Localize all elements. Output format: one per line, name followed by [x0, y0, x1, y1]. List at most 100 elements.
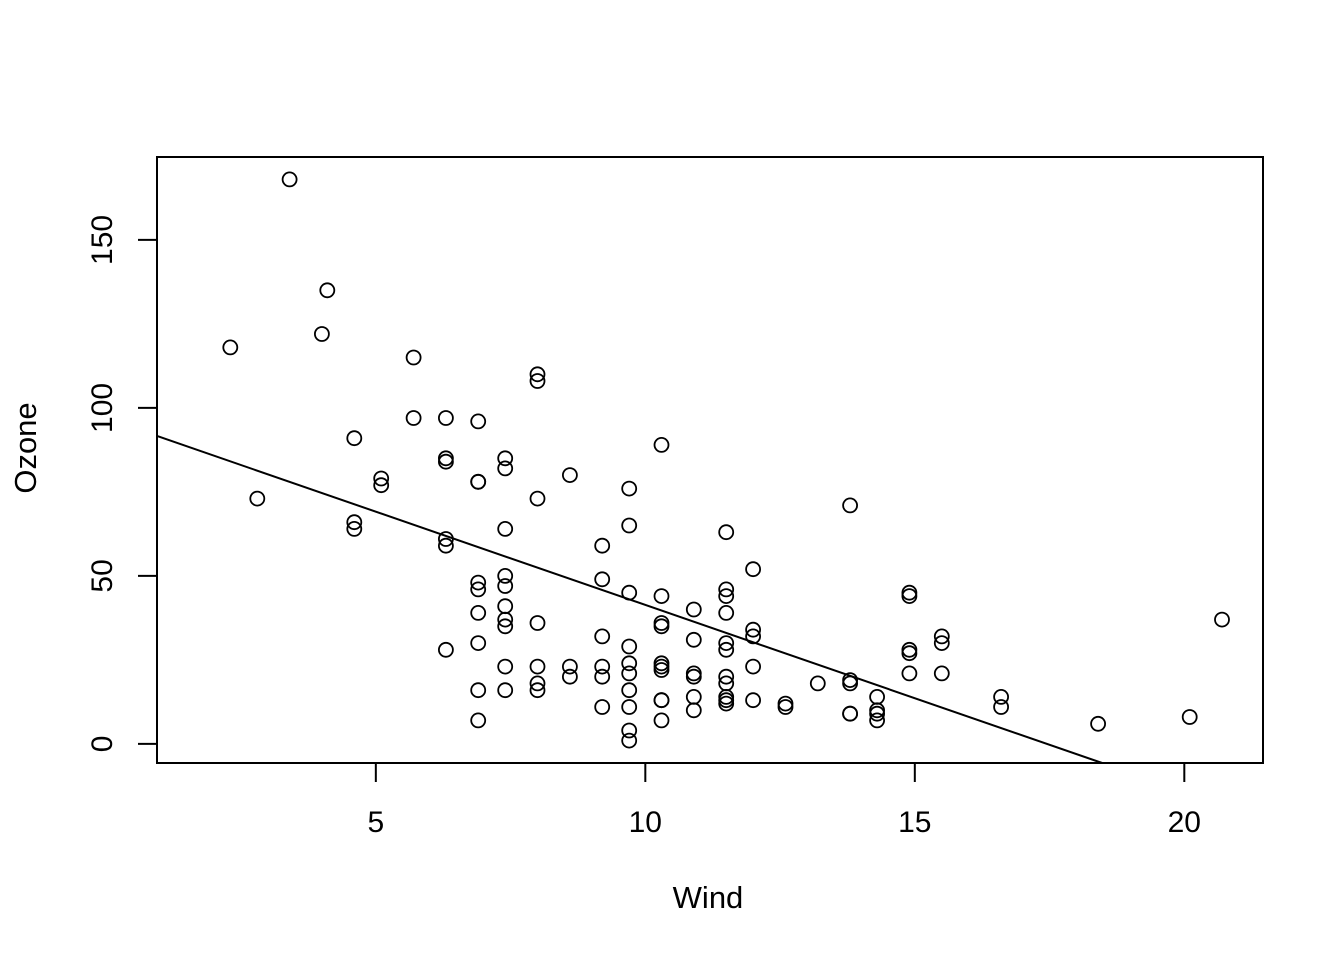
data-points — [222, 171, 1230, 749]
data-point — [470, 682, 487, 699]
y-axis-title: Ozone — [8, 402, 43, 493]
data-point — [869, 705, 885, 722]
data-point — [346, 521, 363, 537]
data-point — [497, 568, 514, 584]
data-point — [497, 618, 514, 635]
data-point — [901, 665, 918, 682]
data-point — [685, 601, 702, 618]
data-point — [346, 430, 363, 447]
data-point — [993, 689, 1009, 705]
y-tick-label: 50 — [86, 559, 119, 592]
data-point — [621, 682, 638, 699]
x-tick-label: 10 — [629, 806, 662, 839]
data-point — [777, 699, 794, 715]
data-point — [745, 658, 761, 675]
data-point — [653, 655, 670, 672]
data-point — [718, 635, 735, 651]
data-point — [718, 588, 735, 604]
regression-line — [156, 435, 1103, 764]
data-point — [497, 578, 514, 594]
data-point — [653, 712, 670, 729]
data-point — [933, 628, 950, 645]
data-point — [745, 561, 761, 578]
data-point — [718, 524, 735, 541]
data-point — [497, 521, 514, 537]
data-point — [346, 514, 363, 531]
data-point — [809, 675, 826, 692]
data-point — [249, 490, 266, 507]
data-point — [373, 470, 390, 487]
data-point — [497, 598, 514, 615]
data-point — [685, 665, 702, 682]
data-point — [319, 282, 336, 299]
y-tick-label: 150 — [86, 215, 119, 265]
data-point — [621, 517, 638, 534]
data-point — [653, 588, 670, 604]
data-point — [869, 712, 885, 729]
data-point — [437, 537, 454, 554]
data-point — [470, 605, 487, 621]
data-point — [529, 490, 546, 507]
data-point — [470, 574, 487, 591]
data-point — [718, 605, 735, 621]
data-point — [653, 658, 670, 675]
data-point — [497, 460, 514, 477]
data-point — [653, 436, 670, 453]
data-point — [745, 628, 761, 645]
data-point — [497, 450, 514, 467]
data-point — [1214, 611, 1230, 628]
data-point — [621, 638, 638, 655]
x-axis-title: Wind — [673, 880, 744, 915]
data-point — [529, 373, 546, 389]
data-point — [470, 712, 487, 729]
data-point — [497, 611, 514, 628]
data-point — [685, 631, 702, 648]
data-point — [497, 658, 514, 675]
data-point — [594, 537, 611, 554]
data-point — [470, 581, 487, 598]
data-point — [562, 467, 578, 484]
data-point — [313, 326, 330, 342]
data-point — [653, 692, 670, 709]
data-point — [653, 615, 670, 631]
data-point — [437, 453, 454, 470]
y-tick-label: 0 — [86, 736, 119, 753]
data-point — [562, 668, 578, 685]
data-point — [470, 635, 487, 651]
data-point — [1090, 715, 1106, 732]
data-point — [281, 171, 298, 188]
data-point — [933, 665, 950, 682]
data-point — [933, 635, 950, 651]
data-point — [685, 702, 702, 719]
data-point — [621, 655, 638, 672]
data-point — [222, 339, 239, 356]
data-point — [594, 668, 611, 685]
data-point — [437, 410, 454, 426]
data-point — [621, 665, 638, 682]
data-point — [529, 366, 546, 383]
data-point — [901, 641, 918, 658]
data-point — [470, 473, 487, 490]
data-point — [405, 410, 422, 426]
data-point — [718, 692, 735, 709]
data-point — [621, 732, 638, 749]
data-point — [562, 658, 578, 675]
data-point — [594, 628, 611, 645]
data-point — [842, 497, 858, 514]
data-point — [529, 658, 546, 675]
y-tick-label: 100 — [86, 383, 119, 433]
x-tick-label: 5 — [367, 806, 384, 839]
data-point — [745, 621, 761, 638]
data-point — [718, 581, 735, 598]
data-point — [529, 682, 546, 699]
data-point — [621, 699, 638, 715]
data-point — [685, 668, 702, 685]
data-point — [869, 689, 885, 705]
data-point — [901, 645, 918, 662]
data-point — [842, 705, 858, 722]
data-point — [653, 618, 670, 635]
data-point — [497, 682, 514, 699]
data-point — [718, 668, 735, 685]
data-point — [437, 641, 454, 658]
